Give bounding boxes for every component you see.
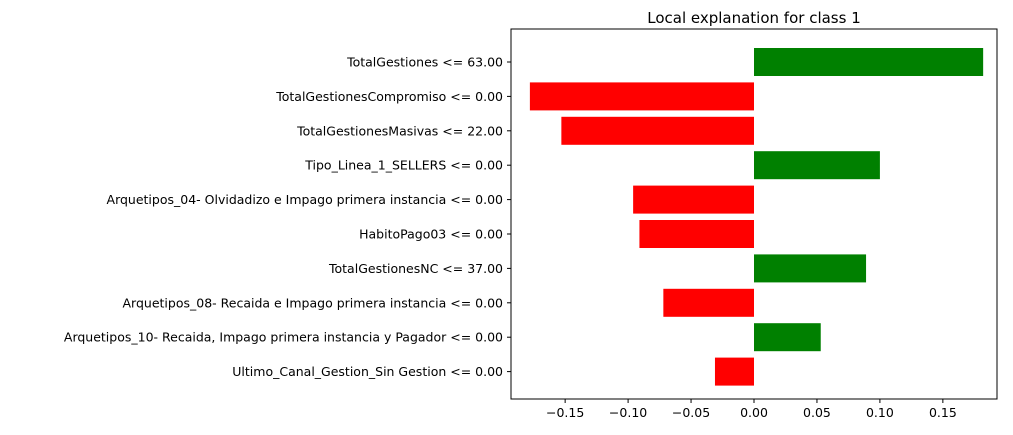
x-tick-label: −0.05 [672,405,710,420]
y-tick-label: TotalGestionesCompromiso <= 0.00 [275,89,503,104]
x-tick-label: −0.10 [609,405,647,420]
bar-7 [663,288,754,317]
y-tick-label: HabitoPago03 <= 0.00 [359,227,503,242]
x-tick-label: 0.00 [740,405,768,420]
x-axis: −0.15 −0.10 −0.05 0.00 0.05 0.10 0.15 [546,399,957,420]
bar-6 [754,254,867,283]
bar-4 [633,185,754,214]
x-tick-label: 0.15 [929,405,957,420]
bar-5 [639,220,754,248]
plot-frame [510,28,998,400]
y-tick-label: TotalGestionesMasivas <= 22.00 [296,123,503,138]
bar-9 [714,357,754,386]
x-tick-label: 0.05 [803,405,831,420]
x-tick-label: −0.15 [546,405,584,420]
bar-1 [529,82,754,111]
y-tick-label: Tipo_Linea_1_SELLERS <= 0.00 [304,158,503,173]
bar-3 [754,151,880,180]
y-tick-label: Ultimo_Canal_Gestion_Sin Gestion <= 0.00 [232,364,503,379]
x-tick-label: 0.10 [866,405,894,420]
bar-0 [754,48,984,76]
y-tick-label: TotalGestiones <= 63.00 [346,55,503,70]
y-tick-label: Arquetipos_04- Olvidadizo e Impago prime… [107,192,504,207]
y-tick-label: Arquetipos_10- Recaida, Impago primera i… [64,330,503,345]
bar-8 [754,323,821,352]
bars-group [529,48,984,386]
bar-2 [561,116,754,145]
chart-title: Local explanation for class 1 [647,9,861,27]
y-tick-label: TotalGestionesNC <= 37.00 [328,261,503,276]
y-tick-label: Arquetipos_08- Recaida e Impago primera … [123,295,504,310]
y-tick-labels: TotalGestiones <= 63.00 TotalGestionesCom… [64,55,511,379]
